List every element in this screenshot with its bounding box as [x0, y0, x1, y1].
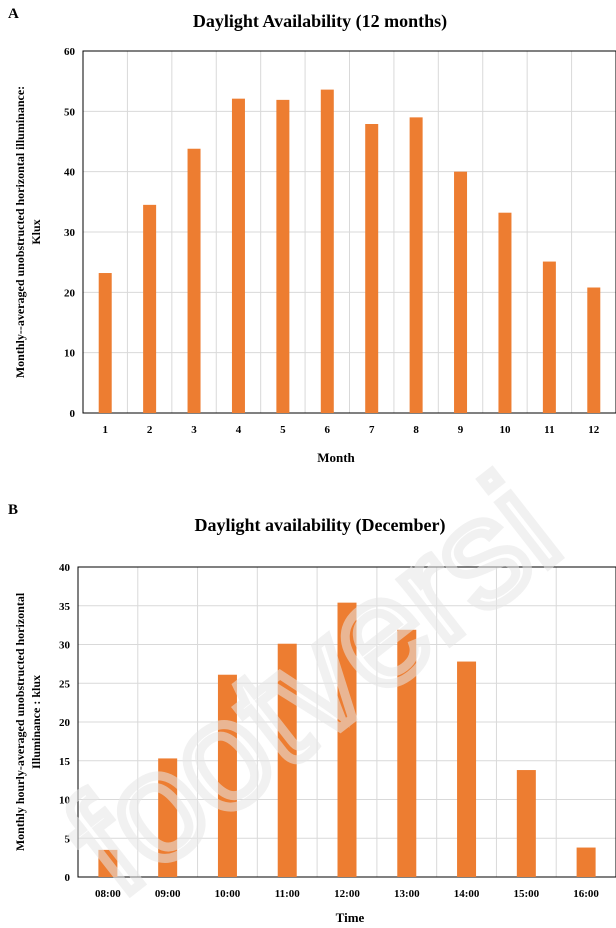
y-axis-label-line2: Illuminance : klux: [29, 675, 43, 769]
y-tick-label: 40: [59, 562, 71, 574]
bar-8: [409, 117, 423, 413]
y-tick-label: 35: [59, 601, 71, 613]
x-tick-label: 8: [413, 424, 419, 436]
bar-6: [320, 89, 334, 413]
x-tick-label: 9: [458, 424, 464, 436]
x-tick-label: 12: [588, 424, 600, 436]
x-tick-label: 6: [325, 424, 331, 436]
x-tick-label: 14:00: [454, 888, 480, 900]
x-tick-label: 5: [280, 424, 286, 436]
y-tick-label: 50: [64, 106, 76, 118]
panel-a-letter: A: [8, 6, 19, 22]
bar-08:00: [98, 849, 118, 877]
bar-12:00: [337, 602, 357, 877]
plot-frame: [82, 50, 616, 414]
bar-15:00: [516, 770, 536, 877]
bar-4: [231, 98, 245, 413]
y-tick-label: 15: [59, 756, 71, 768]
x-tick-label: 10:00: [215, 888, 241, 900]
y-tick-label: 20: [64, 287, 76, 299]
y-axis-label-line1: Monthly hourly-averaged unobstructed hor…: [13, 592, 27, 851]
x-axis-label: Month: [317, 450, 355, 465]
y-tick-label: 0: [70, 408, 76, 420]
chart-title: Daylight availability (December): [195, 515, 446, 536]
x-tick-label: 11: [544, 424, 554, 436]
bar-11: [542, 261, 556, 413]
x-tick-label: 15:00: [513, 888, 539, 900]
bar-13:00: [397, 629, 417, 877]
bar-16:00: [576, 847, 596, 877]
bar-09:00: [158, 758, 178, 877]
x-tick-label: 7: [369, 424, 375, 436]
y-axis-label-line2: Klux: [29, 219, 43, 244]
y-tick-label: 25: [59, 678, 71, 690]
y-tick-label: 5: [65, 833, 71, 845]
y-tick-label: 0: [65, 872, 71, 884]
x-axis-label: Time: [336, 910, 365, 925]
x-tick-label: 08:00: [95, 888, 121, 900]
bar-12: [587, 287, 601, 413]
bar-11:00: [277, 643, 297, 877]
x-tick-label: 10: [499, 424, 511, 436]
x-tick-label: 09:00: [155, 888, 181, 900]
chart-monthly-daylight: Daylight Availability (12 months) 0 10 20 3…: [13, 11, 616, 465]
y-tick-label: 10: [59, 795, 71, 807]
x-tick-label: 2: [147, 424, 153, 436]
y-tick-label: 60: [64, 46, 76, 58]
bar-7: [365, 124, 379, 414]
x-tick-label: 12:00: [334, 888, 360, 900]
y-tick-label: 40: [64, 167, 76, 179]
x-tick-label: 1: [102, 424, 108, 436]
y-tick-label: 20: [59, 717, 71, 729]
bar-2: [143, 204, 157, 413]
bar-1: [98, 273, 112, 413]
y-tick-label: 10: [64, 348, 76, 360]
y-tick-label: 30: [64, 227, 76, 239]
bar-9: [454, 171, 468, 413]
y-tick-label: 30: [59, 640, 71, 652]
x-tick-label: 11:00: [275, 888, 301, 900]
bar-5: [276, 99, 290, 414]
x-tick-label: 3: [191, 424, 197, 436]
bar-14:00: [457, 661, 477, 877]
chart-title: Daylight Availability (12 months): [193, 11, 447, 32]
y-axis-label-line1: Monthly--averaged unobstructed horizonta…: [13, 86, 27, 378]
x-tick-label: 13:00: [394, 888, 420, 900]
bar-10: [498, 212, 512, 413]
x-tick-label: 4: [236, 424, 242, 436]
bar-10:00: [217, 674, 237, 877]
bar-3: [187, 148, 201, 414]
x-tick-label: 16:00: [573, 888, 599, 900]
panel-b-letter: B: [8, 502, 19, 518]
